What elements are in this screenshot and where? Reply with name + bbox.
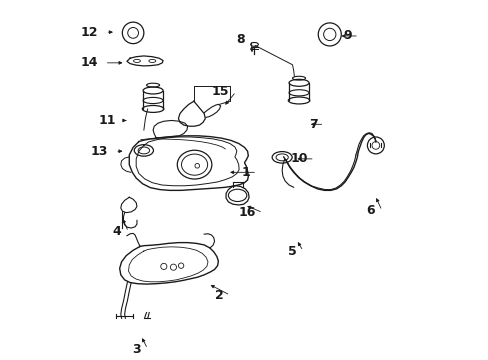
- Text: 10: 10: [290, 152, 307, 165]
- Text: 11: 11: [98, 114, 116, 127]
- Text: 6: 6: [366, 204, 374, 217]
- Text: 2: 2: [214, 289, 223, 302]
- Text: 15: 15: [211, 85, 229, 98]
- Text: 8: 8: [235, 33, 244, 46]
- Text: 3: 3: [132, 342, 141, 356]
- Text: 9: 9: [343, 30, 351, 42]
- Text: 13: 13: [91, 145, 108, 158]
- Text: 1: 1: [241, 166, 250, 179]
- Text: 16: 16: [238, 206, 256, 219]
- Text: 5: 5: [287, 244, 296, 257]
- Text: 14: 14: [80, 57, 98, 69]
- Text: 12: 12: [81, 26, 99, 39]
- Text: 4: 4: [113, 225, 122, 238]
- Text: 7: 7: [308, 118, 317, 131]
